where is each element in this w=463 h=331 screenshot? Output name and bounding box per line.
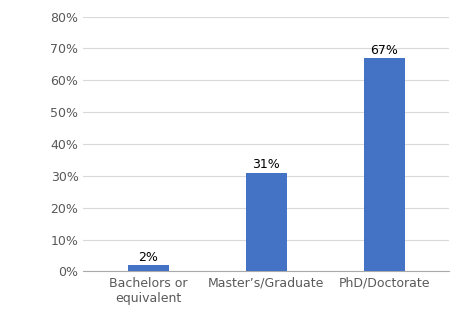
Bar [363,58,405,271]
Bar [128,265,169,271]
Bar [245,173,287,271]
Text: 67%: 67% [370,44,398,57]
Text: 2%: 2% [138,251,158,264]
Text: 31%: 31% [252,159,280,171]
